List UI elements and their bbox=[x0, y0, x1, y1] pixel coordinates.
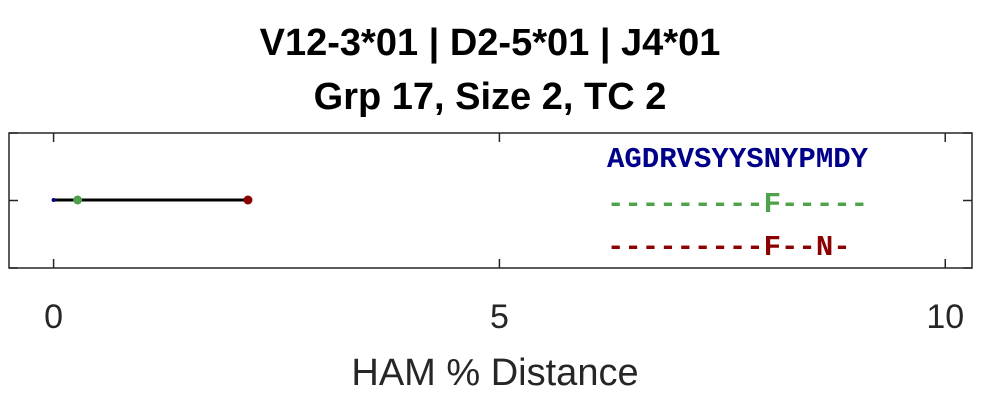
x-tick-labels: 0 5 10 bbox=[44, 298, 964, 336]
chart-title-line-1: V12-3*01 | D2-5*01 | J4*01 bbox=[260, 22, 721, 64]
x-tick-label-1: 5 bbox=[490, 298, 509, 336]
sequence-row-2: ---------F--N- bbox=[607, 231, 851, 264]
sequence-row-0: AGDRVSYYSNYPMDY bbox=[607, 143, 869, 176]
tree-node-1 bbox=[73, 195, 83, 205]
x-axis-label: HAM % Distance bbox=[351, 352, 638, 394]
tree-node-2 bbox=[243, 195, 253, 205]
sequence-row-1: ---------F----- bbox=[607, 188, 868, 221]
x-tick-label-0: 0 bbox=[44, 298, 63, 336]
sequence-alignment: AGDRVSYYSNYPMDY ---------F----- ---------F… bbox=[607, 143, 869, 264]
tree-plot bbox=[51, 195, 253, 205]
x-tick-label-2: 10 bbox=[926, 298, 964, 336]
axis-ticks bbox=[9, 132, 972, 269]
chart-title-line-2: Grp 17, Size 2, TC 2 bbox=[314, 76, 667, 118]
tree-node-0 bbox=[51, 198, 56, 202]
